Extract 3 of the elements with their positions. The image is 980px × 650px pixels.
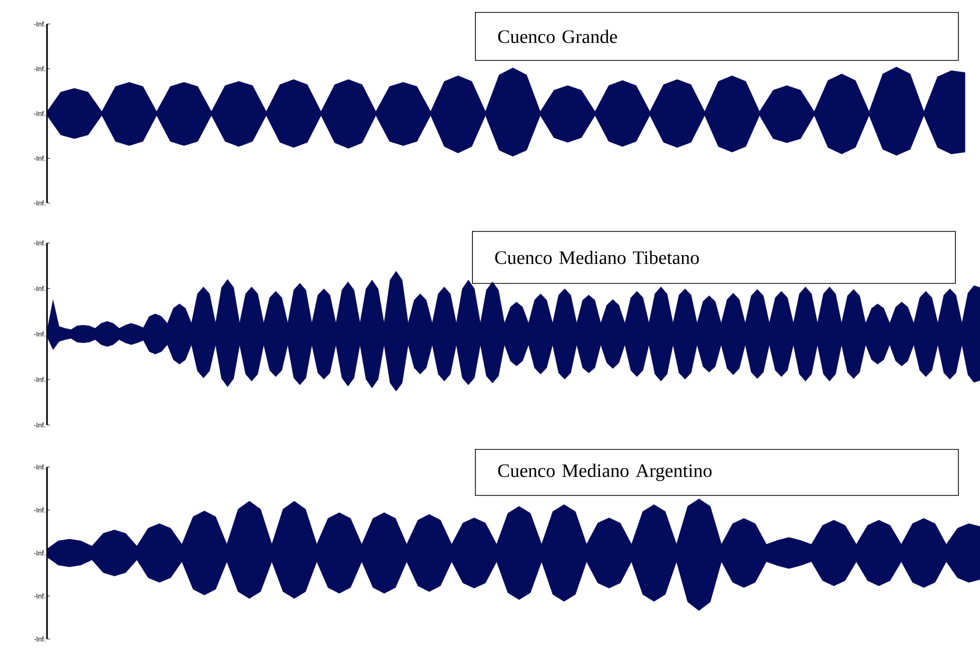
chart-title: Cuenco Mediano Tibetano [495,250,699,264]
chart-title: Cuenco Grande [498,30,618,44]
chart-title: Cuenco Mediano Argentino [498,464,712,482]
